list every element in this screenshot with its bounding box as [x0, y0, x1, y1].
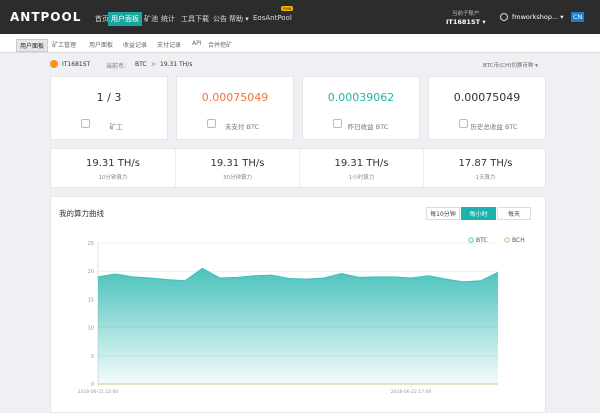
hashrate-chart: 0 5 10 15 20 25 2018-06-21 22:00 2018-06-22 17:…	[78, 237, 525, 395]
lang-switch[interactable]: CN	[571, 12, 585, 22]
stat-card: 0.00039062 昨日收益 BTC	[302, 76, 420, 140]
user-menu[interactable]: fmworkshop... ▾	[512, 13, 564, 21]
menu-item[interactable]: 公告	[213, 15, 227, 23]
hashrate-label: 1小时算力	[348, 175, 375, 181]
sub-nav: 用户面板 矿工管理 用户面板 收益记录 支付记录 API 合并挖矿	[0, 34, 600, 53]
menu-item[interactable]: 统计	[161, 15, 175, 23]
bc-hashrate: 19.31 TH/s	[160, 61, 193, 68]
hashrate-cell: 19.31 TH/s 1小时算力	[299, 149, 423, 187]
hashrate-label: 10分钟算力	[98, 175, 128, 181]
stat-icon	[459, 119, 468, 128]
stat-card: 0.00075049 未支付 BTC	[176, 76, 294, 140]
menu-item[interactable]: 用户面板	[108, 12, 142, 26]
y-tick-label: 0	[91, 382, 94, 388]
stat-label: 历史总收益 BTC	[470, 123, 518, 131]
series-line	[97, 267, 499, 283]
account-select[interactable]: IT1681ST ▾	[446, 18, 486, 26]
bc-coin-label: 当前币:	[106, 63, 127, 70]
legend-swatch	[504, 237, 510, 243]
menu-item[interactable]: 工具下载	[181, 15, 209, 23]
hashrate-cell: 17.87 TH/s 1天算力	[423, 149, 547, 187]
menu-item[interactable]: 首页	[95, 15, 109, 23]
menu-item[interactable]: EosAntPool	[253, 14, 292, 22]
hashrate-label: 1天算力	[475, 175, 496, 181]
y-tick-label: 10	[88, 326, 94, 332]
stat-value: 1 / 3	[96, 91, 122, 104]
stat-icon	[207, 119, 216, 128]
sub-nav-item[interactable]: 支付记录	[157, 42, 182, 49]
sub-nav-item[interactable]: API	[192, 40, 202, 47]
x-tick-label: 2018-06-21 22:00	[78, 389, 119, 395]
hashrate-value: 19.31 TH/s	[210, 158, 265, 169]
range-tab[interactable]: 每天	[497, 207, 531, 220]
y-tick-label: 5	[91, 354, 94, 360]
stat-label: 未支付 BTC	[224, 123, 260, 131]
sub-nav-item[interactable]: 收益记录	[123, 42, 148, 49]
menu-item[interactable]: 帮助 ▾	[229, 15, 249, 23]
menu-item[interactable]: 矿池	[144, 15, 158, 23]
stat-value: 0.00075049	[201, 91, 269, 104]
bc-account: IT1681ST	[62, 61, 91, 68]
hashrate-cell: 19.31 TH/s 10分钟算力	[51, 149, 175, 187]
btc-icon	[50, 60, 58, 68]
x-tick-label: 2018-06-22 17:00	[391, 389, 432, 395]
y-tick-label: 15	[88, 297, 94, 303]
range-tab[interactable]: 每小时	[461, 207, 496, 220]
stat-label: 矿工	[109, 123, 123, 131]
legend-label: BCH	[512, 237, 525, 244]
hashrate-label: 30分钟算力	[223, 175, 252, 181]
area-fill	[98, 268, 498, 384]
stat-card: 1 / 3 矿工	[50, 76, 168, 140]
logo[interactable]: ANTPOOL	[10, 10, 82, 24]
hashrate-value: 17.87 TH/s	[458, 158, 513, 169]
sub-nav-item[interactable]: 用户面板	[16, 39, 49, 52]
legend-label: BTC	[476, 237, 488, 244]
new-badge: new	[281, 6, 294, 11]
top-nav: ANTPOOL new 当前子账户 IT1681ST ▾ fmworkshop.…	[0, 0, 600, 34]
bc-sep: >	[151, 61, 157, 68]
y-tick-label: 25	[88, 241, 94, 247]
hashrate-value: 19.31 TH/s	[85, 158, 140, 169]
user-icon	[500, 13, 508, 21]
chart-title: 我的算力曲线	[59, 209, 104, 218]
sub-nav-item[interactable]: 用户面板	[89, 42, 114, 49]
y-tick-label: 20	[88, 269, 94, 275]
bc-coin: BTC	[135, 61, 147, 68]
stat-value: 0.00075049	[453, 91, 521, 104]
stat-card: 0.00075049 历史总收益 BTC	[428, 76, 546, 140]
sub-nav-item[interactable]: 合并挖矿	[208, 42, 233, 49]
range-tab[interactable]: 每10分钟	[426, 207, 460, 220]
stat-icon	[333, 119, 342, 128]
stat-label: 昨日收益 BTC	[347, 123, 389, 131]
coin-switch[interactable]: BTC币(CH)切换币种 ▾	[483, 63, 538, 69]
hashrate-cell: 19.31 TH/s 30分钟算力	[175, 149, 299, 187]
hashrate-panel: 19.31 TH/s 10分钟算力 19.31 TH/s 30分钟算力 19.31 TH…	[50, 148, 546, 188]
stat-icon	[81, 119, 90, 128]
legend-swatch	[468, 237, 474, 243]
account-label: 当前子账户	[452, 11, 480, 17]
stat-value: 0.00039062	[327, 91, 395, 104]
hashrate-value: 19.31 TH/s	[334, 158, 389, 169]
sub-nav-item[interactable]: 矿工管理	[52, 42, 77, 49]
chart-card: 我的算力曲线 0 5 10 15 20 25 2018-06-21 22:00 2018-06…	[50, 196, 546, 413]
